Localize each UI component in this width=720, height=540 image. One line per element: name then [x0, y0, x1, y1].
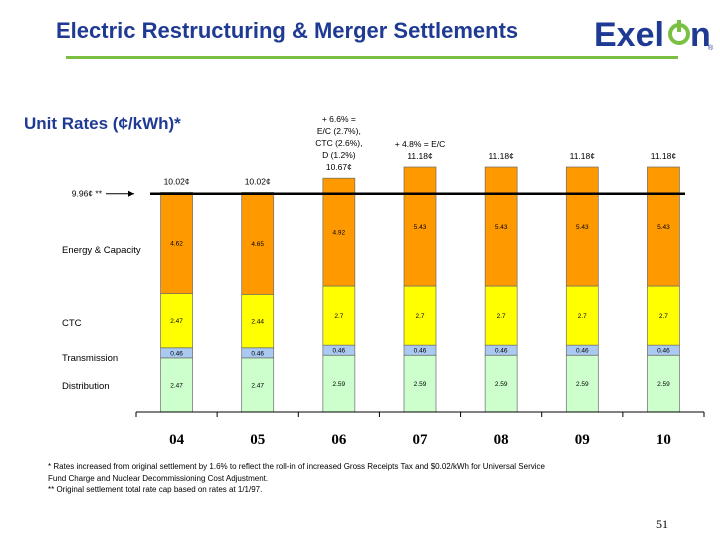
x-tick-label: 04	[169, 432, 185, 448]
bar-label-ctc: 2.7	[578, 313, 587, 320]
bar-energy	[565, 166, 599, 287]
bar-distribution	[565, 354, 599, 413]
bar-ctc	[484, 285, 518, 346]
total-label: 10.02¢	[164, 176, 190, 186]
bar-energy	[403, 166, 437, 287]
unit-rates-chart: 2.47 0.46 2.47 4.62 10.02¢ 04 2.47 0.46 2.44 4.65…	[62, 114, 705, 448]
bar-ctc	[322, 285, 356, 346]
bar-label-distribution: 2.59	[414, 381, 427, 388]
bar-label-distribution: 2.47	[170, 382, 183, 389]
x-tick-label: 05	[250, 432, 265, 448]
annotation-text: + 6.6% =	[322, 114, 356, 124]
bar-label-ctc: 2.47	[170, 318, 183, 325]
bar-label-transmission: 0.46	[333, 348, 346, 355]
bar-label-distribution: 2.59	[576, 381, 589, 388]
bar-label-ctc: 2.44	[251, 319, 264, 326]
bar-label-transmission: 0.46	[657, 348, 670, 355]
page-title: Electric Restructuring & Merger Settleme…	[56, 18, 519, 43]
total-label: 11.18¢	[488, 151, 514, 161]
bar-ctc	[403, 285, 437, 346]
bar-energy	[484, 166, 518, 287]
bar-label-energy: 4.65	[251, 241, 264, 248]
bar-ctc	[241, 293, 275, 349]
page-number: 51	[656, 517, 668, 531]
x-tick-label: 09	[575, 432, 590, 448]
title-underline	[66, 56, 678, 59]
legend-distribution: Distribution	[62, 381, 110, 392]
bar-label-energy: 4.92	[333, 230, 346, 237]
total-label: 10.02¢	[245, 176, 271, 186]
annotation-text: D (1.2%)	[322, 150, 356, 160]
x-tick-label: 07	[413, 432, 429, 448]
bar-label-transmission: 0.46	[414, 348, 427, 355]
bar-label-transmission: 0.46	[170, 350, 183, 357]
total-label: 10.67¢	[326, 162, 352, 172]
logo-wordmark-end: n	[690, 16, 711, 54]
bar-label-ctc: 2.7	[334, 313, 343, 320]
bar-label-transmission: 0.46	[576, 348, 589, 355]
legend-ctc: CTC	[62, 318, 82, 329]
registered-mark: ®	[708, 44, 714, 52]
chart-subtitle: Unit Rates (¢/kWh)*	[24, 114, 181, 133]
footnotes: * Rates increased from original settleme…	[48, 461, 688, 496]
logo-wordmark: Exel	[594, 16, 664, 54]
x-tick-label: 06	[331, 432, 347, 448]
footnote-rates-increase: * Rates increased from original settleme…	[48, 462, 545, 471]
footnote-rates-increase-cont: Fund Charge and Nuclear Decommissioning …	[48, 473, 269, 483]
legend-energy: Energy & Capacity	[62, 245, 141, 256]
bar-label-ctc: 2.7	[415, 313, 424, 320]
bar-label-energy: 5.43	[657, 224, 670, 231]
bar-label-energy: 5.43	[576, 224, 589, 231]
bar-label-transmission: 0.46	[495, 348, 508, 355]
rate-cap-arrowhead	[128, 190, 134, 197]
bar-energy	[241, 192, 275, 295]
x-tick-label: 10	[656, 432, 671, 448]
annotation-text: CTC (2.6%),	[315, 138, 362, 148]
x-tick-label: 08	[494, 432, 509, 448]
legend-transmission: Transmission	[62, 353, 118, 364]
annotation-text: + 4.8% = E/C	[395, 139, 446, 149]
bar-label-transmission: 0.46	[251, 350, 264, 357]
bar-label-distribution: 2.59	[657, 381, 670, 388]
bar-label-energy: 5.43	[414, 224, 427, 231]
total-label: 11.18¢	[407, 151, 433, 161]
total-label: 11.18¢	[570, 151, 596, 161]
footnote-original-settlement: ** Original settlement total rate cap ba…	[48, 485, 263, 494]
total-label: 11.18¢	[651, 151, 677, 161]
bar-label-ctc: 2.7	[497, 313, 506, 320]
bar-energy	[160, 192, 193, 295]
bar-label-ctc: 2.7	[659, 313, 668, 320]
exelon-logo: Exel n ®	[594, 16, 714, 54]
rate-cap-label: 9.96¢ **	[72, 189, 103, 199]
bar-distribution	[403, 354, 437, 413]
annotation-text: E/C (2.7%),	[317, 126, 361, 136]
bar-label-energy: 4.62	[170, 241, 183, 248]
bar-energy	[647, 166, 680, 287]
bar-distribution	[160, 357, 193, 413]
bar-label-energy: 5.43	[495, 224, 508, 231]
bar-label-distribution: 2.59	[495, 381, 508, 388]
bar-distribution	[647, 354, 680, 413]
bar-label-distribution: 2.59	[333, 381, 346, 388]
bar-label-distribution: 2.47	[251, 382, 264, 389]
bar-energy	[322, 177, 356, 287]
